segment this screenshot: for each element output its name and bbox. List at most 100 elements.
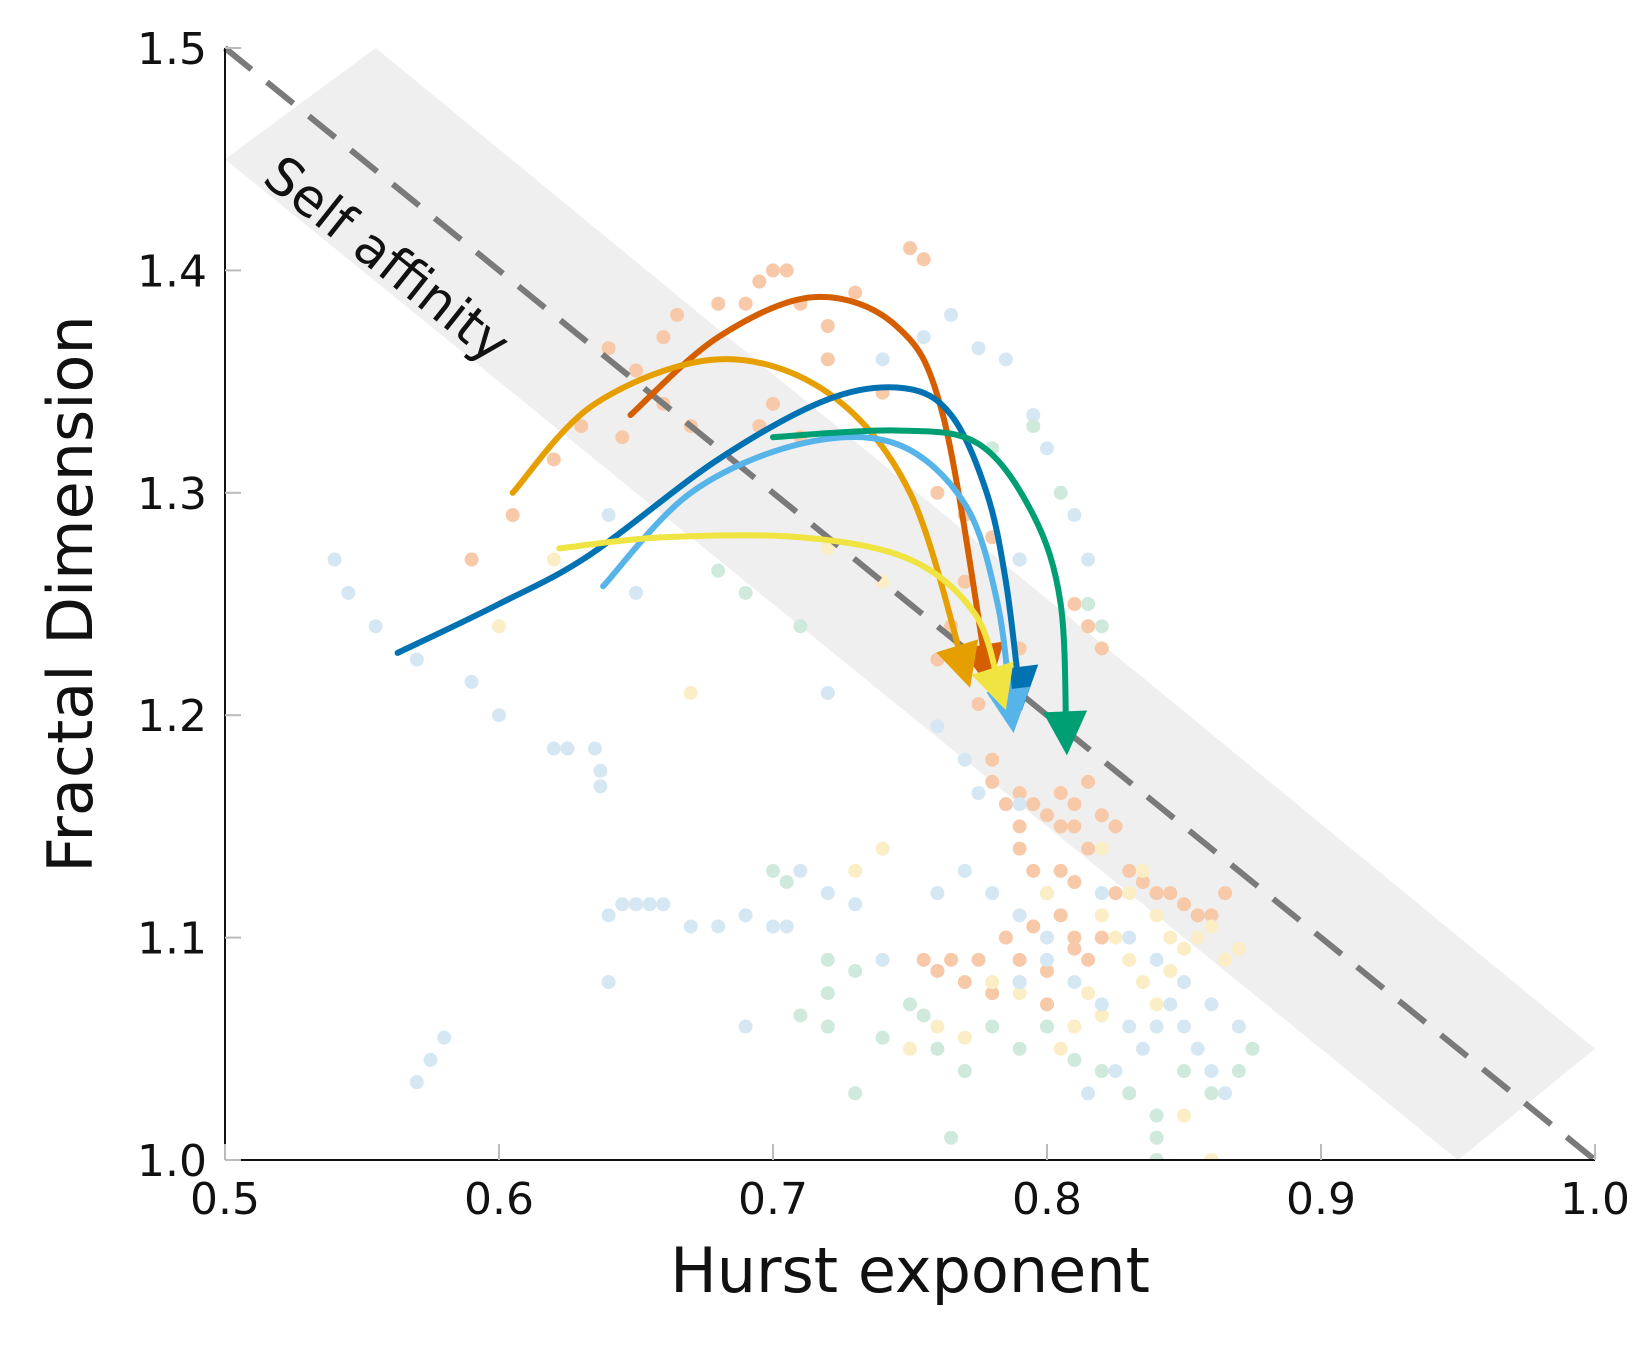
scatter-point-1-34: [1177, 1108, 1191, 1123]
scatter-point-2-34: [711, 919, 726, 934]
scatter-point-0-6: [752, 274, 767, 289]
scatter-point-2-44: [985, 886, 1000, 901]
scatter-point-3-25: [1177, 1064, 1191, 1079]
scatter-point-3-0: [711, 563, 726, 578]
scatter-point-2-68: [1204, 997, 1219, 1012]
scatter-point-0-52: [1108, 886, 1123, 901]
scatter-point-3-2: [793, 619, 808, 634]
scatter-point-2-0: [327, 552, 342, 567]
scatter-point-0-70: [1040, 963, 1054, 978]
scatter-point-2-12: [629, 585, 643, 600]
scatter-point-1-12: [1163, 963, 1178, 978]
scatter-point-2-10: [593, 779, 608, 794]
scatter-point-2-71: [1012, 975, 1027, 990]
scatter-point-2-41: [875, 952, 890, 967]
scatter-point-1-26: [903, 1041, 917, 1056]
scatter-point-1-24: [1149, 908, 1164, 923]
scatter-point-3-4: [1026, 419, 1041, 434]
scatter-point-2-65: [1122, 930, 1137, 945]
scatter-point-0-39: [1012, 786, 1027, 801]
x-tick-label: 1.0: [1560, 1174, 1630, 1225]
scatter-point-0-62: [998, 930, 1013, 945]
scatter-point-3-31: [820, 1019, 835, 1034]
scatter-point-0-45: [1012, 841, 1027, 856]
scatter-point-1-21: [1094, 1008, 1109, 1023]
scatter-point-2-42: [930, 886, 945, 901]
scatter-point-0-76: [1081, 774, 1096, 789]
x-tick-label: 0.7: [738, 1174, 808, 1225]
scatter-point-3-30: [944, 1130, 959, 1145]
x-tick-label: 0.6: [464, 1174, 534, 1225]
scatter-point-1-31: [985, 975, 1000, 990]
scatter-point-2-61: [409, 1075, 424, 1090]
scatter-point-3-9: [779, 875, 794, 889]
scatter-point-0-74: [1053, 786, 1068, 801]
scatter-point-2-37: [779, 919, 794, 934]
scatter-point-0-36: [1094, 641, 1109, 656]
scatter-point-2-40: [848, 897, 863, 912]
scatter-point-2-13: [875, 352, 890, 367]
scatter-point-2-29: [615, 897, 630, 912]
scatter-point-0-50: [1081, 952, 1096, 967]
scatter-point-0-48: [1053, 908, 1068, 923]
scatter-point-2-31: [642, 897, 657, 912]
scatter-point-2-11: [601, 508, 616, 523]
trajectory-line-0: [627, 293, 990, 674]
scatter-point-1-28: [957, 1030, 972, 1045]
trajectory-series: [394, 293, 1088, 756]
scatter-point-0-83: [1067, 875, 1082, 889]
scatter-point-0-61: [1026, 919, 1041, 934]
scatter-point-0-35: [1081, 619, 1096, 634]
scatter-point-0-46: [1026, 863, 1041, 878]
scatter-point-2-52: [1177, 1019, 1191, 1034]
scatter-point-0-10: [820, 319, 835, 333]
scatter-point-2-46: [1040, 930, 1054, 945]
scatter-point-3-29: [848, 1086, 863, 1101]
scatter-point-3-22: [1149, 1108, 1164, 1123]
scatter-point-0-42: [1053, 819, 1068, 834]
scatter-point-0-20: [505, 508, 520, 523]
scatter-point-2-9: [593, 763, 608, 778]
scatter-point-2-48: [1094, 997, 1109, 1012]
scatter-point-2-38: [793, 863, 808, 878]
scatter-point-0-64: [944, 952, 959, 967]
scatter-point-0-79: [1012, 819, 1027, 834]
scatter-point-3-19: [1067, 1052, 1082, 1067]
scatter-point-2-33: [683, 919, 698, 934]
scatter-point-0-8: [779, 263, 794, 278]
scatter-point-2-17: [998, 352, 1013, 367]
self-affinity-line: [223, 45, 1597, 1163]
scatter-point-0-41: [1040, 808, 1054, 823]
scatter-point-3-12: [903, 997, 917, 1012]
scatter-point-2-6: [546, 741, 561, 756]
scatter-point-2-14: [916, 330, 931, 345]
scatter-point-2-64: [1094, 886, 1109, 901]
scatter-point-0-4: [711, 296, 726, 311]
scatter-point-1-8: [1108, 930, 1123, 945]
scatter-point-0-34: [1067, 597, 1082, 611]
scatter-point-0-68: [985, 986, 1000, 1001]
scatter-point-2-60: [738, 1019, 753, 1034]
scatter-point-2-50: [1149, 1019, 1164, 1034]
scatter-point-2-39: [820, 886, 835, 901]
scatter-point-2-30: [629, 897, 643, 912]
trajectory-line-5: [770, 427, 1070, 741]
scatter-point-0-3: [670, 307, 685, 322]
scatter-point-1-27: [930, 1019, 945, 1034]
scatter-point-1-37: [1094, 841, 1109, 856]
scatter-point-0-51: [1094, 930, 1109, 945]
trajectory-line-4: [556, 532, 1004, 696]
scatter-point-2-28: [601, 908, 616, 923]
y-tick-label: 1.5: [137, 24, 207, 75]
scatter-point-0-28: [957, 574, 972, 589]
scatter-point-0-59: [1204, 908, 1219, 923]
scatter-point-2-1: [341, 585, 356, 600]
scatter-point-1-20: [1081, 986, 1096, 1001]
scatter-point-3-18: [1040, 1019, 1054, 1034]
scatter-point-2-3: [409, 652, 424, 667]
scatter-point-2-51: [1163, 997, 1178, 1012]
scatter-point-0-65: [930, 963, 945, 978]
scatter-point-0-11: [848, 285, 863, 300]
scatter-point-3-17: [1012, 1041, 1027, 1056]
